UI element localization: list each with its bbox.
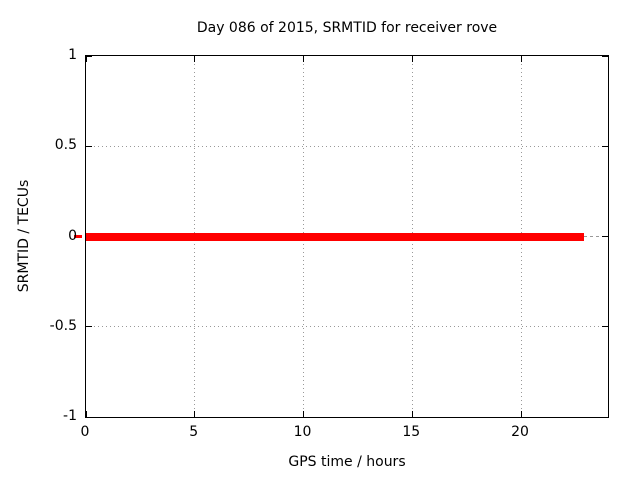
x-tick-label-5: 5 [189, 424, 199, 440]
x-tick-label-20: 20 [511, 424, 529, 440]
y-tick-right--0.5 [602, 326, 608, 328]
x-tick-top-15 [411, 56, 413, 62]
data-line-srmtid [86, 232, 585, 241]
x-tick-top-20 [520, 56, 522, 62]
x-tick-label-15: 15 [402, 424, 421, 440]
y-tick-right-0.5 [602, 145, 608, 147]
x-tick-top-10 [303, 56, 304, 62]
y-tick-label--0.5: -0.5 [49, 317, 77, 334]
gridline-y--0.5 [86, 326, 608, 328]
plot-area [74, 55, 609, 418]
y-tick-label-0.5: 0.5 [54, 137, 77, 154]
x-tick-bottom-10 [303, 411, 304, 417]
y-tick-label-1: 1 [68, 47, 77, 63]
x-tick-label-0: 0 [80, 424, 90, 440]
gridline-y-0.5 [86, 145, 608, 147]
x-tick-top-0 [85, 56, 87, 62]
y-tick-left--1 [86, 416, 92, 418]
y-tick-right-0 [602, 236, 608, 237]
chart-title: Day 086 of 2015, SRMTID for receiver rov… [196, 20, 498, 36]
x-tick-bottom-0 [85, 411, 87, 417]
x-tick-top-5 [194, 56, 196, 62]
x-tick-bottom-15 [411, 411, 413, 417]
y-zero-red-tick-mark [74, 235, 82, 238]
y-tick-label--1: -1 [63, 408, 77, 424]
x-axis-label: GPS time / hours [288, 454, 406, 470]
x-tick-bottom-5 [194, 411, 196, 417]
y-tick-left-1 [86, 55, 92, 57]
x-tick-label-10: 10 [293, 424, 312, 440]
y-tick-right-1 [602, 55, 608, 57]
y-tick-left-0.5 [86, 145, 92, 147]
y-tick-left--0.5 [86, 326, 92, 328]
y-tick-label-0: 0 [68, 227, 77, 244]
y-tick-right--1 [602, 416, 608, 418]
x-tick-bottom-20 [520, 411, 522, 417]
